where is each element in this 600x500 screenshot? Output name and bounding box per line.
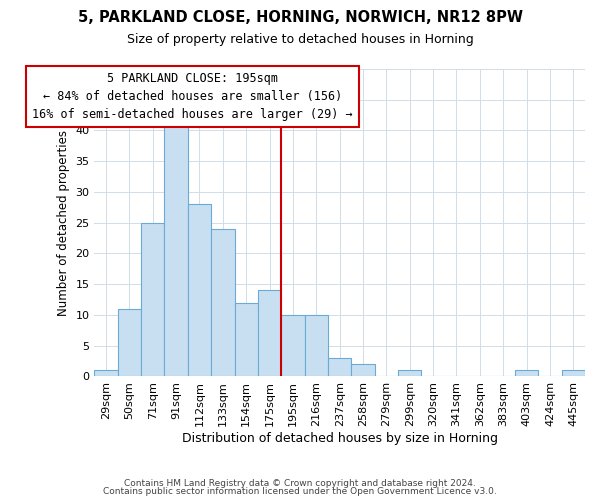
Bar	[235, 302, 258, 376]
Bar	[562, 370, 585, 376]
Bar	[515, 370, 538, 376]
Bar	[281, 315, 305, 376]
Y-axis label: Number of detached properties: Number of detached properties	[57, 130, 70, 316]
Text: Size of property relative to detached houses in Horning: Size of property relative to detached ho…	[127, 32, 473, 46]
Text: Contains public sector information licensed under the Open Government Licence v3: Contains public sector information licen…	[103, 487, 497, 496]
Bar	[258, 290, 281, 376]
Bar	[352, 364, 375, 376]
Text: Contains HM Land Registry data © Crown copyright and database right 2024.: Contains HM Land Registry data © Crown c…	[124, 478, 476, 488]
Bar	[305, 315, 328, 376]
Bar	[164, 124, 188, 376]
Bar	[188, 204, 211, 376]
Text: 5 PARKLAND CLOSE: 195sqm
← 84% of detached houses are smaller (156)
16% of semi-: 5 PARKLAND CLOSE: 195sqm ← 84% of detach…	[32, 72, 353, 121]
Bar	[211, 229, 235, 376]
Bar	[398, 370, 421, 376]
Bar	[141, 222, 164, 376]
Bar	[118, 309, 141, 376]
X-axis label: Distribution of detached houses by size in Horning: Distribution of detached houses by size …	[182, 432, 497, 445]
Bar	[328, 358, 352, 376]
Bar	[94, 370, 118, 376]
Text: 5, PARKLAND CLOSE, HORNING, NORWICH, NR12 8PW: 5, PARKLAND CLOSE, HORNING, NORWICH, NR1…	[77, 10, 523, 25]
